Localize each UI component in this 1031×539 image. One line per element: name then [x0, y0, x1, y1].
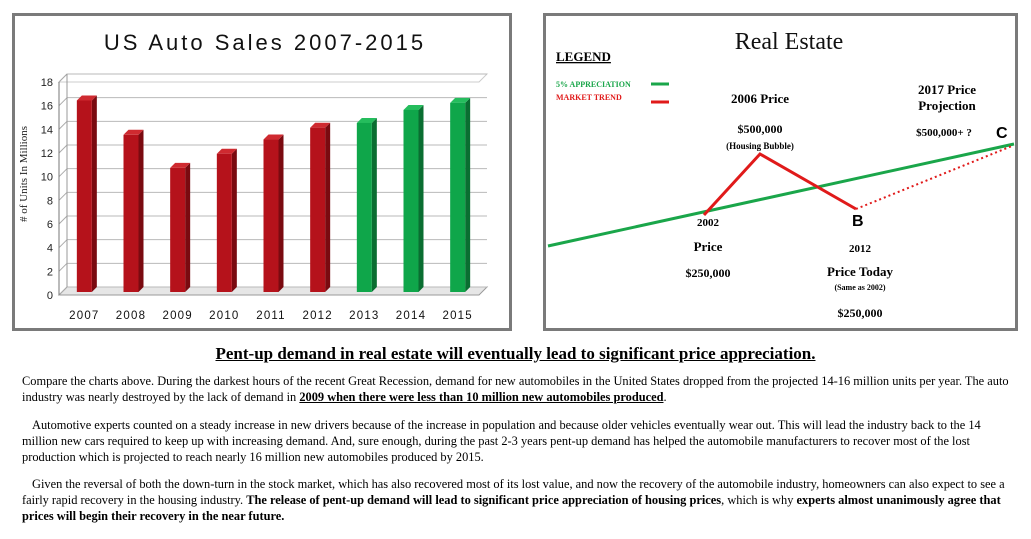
price-label-2002: Price [694, 239, 723, 254]
price-today-value: $250,000 [838, 306, 883, 320]
y-tick-label: 2 [47, 266, 53, 278]
x-tick-label-2015: 2015 [442, 310, 472, 322]
y-tick-label: 12 [41, 148, 53, 160]
real-estate-diagram: Real Estate LEGEND 5% APPRECIATION MARKE… [547, 29, 1015, 320]
x-tick-label-2012: 2012 [302, 310, 332, 322]
year-2002-label: 2002 [697, 217, 720, 229]
gridline-depth [58, 262, 68, 272]
paragraph-3-text: Given the reversal of both the down-turn… [22, 477, 1005, 507]
bar-2010 [216, 153, 232, 292]
legend-label-market-trend: MARKET TREND [556, 93, 622, 102]
price-2006-value: $500,000 [738, 122, 783, 136]
projection-value: $500,000+ ? [916, 127, 972, 139]
projected-trend-line [855, 145, 1013, 210]
paragraph-3-emphasis-2: experts almost unanimously agree that pr… [22, 493, 1001, 523]
auto-sales-chart-panel: US Auto Sales 2007-2015 # of Units In Mi… [12, 13, 512, 331]
gridline-depth [58, 168, 68, 178]
y-tick-label: 4 [47, 243, 53, 255]
bar-2014 [403, 109, 419, 292]
price-2006-label: 2006 Price [731, 91, 789, 106]
real-estate-panel: Real Estate LEGEND 5% APPRECIATION MARKE… [543, 13, 1018, 331]
y-tick-label: 18 [41, 77, 53, 89]
x-tick-label-2011: 2011 [256, 310, 286, 322]
plot-top-edge [57, 73, 489, 83]
y-tick-label: 0 [47, 290, 53, 302]
bar-top-2011 [263, 134, 284, 140]
bar-side-2009 [185, 162, 191, 292]
gridline-depth [58, 73, 68, 83]
paragraph-2: Automotive experts counted on a steady i… [22, 417, 1012, 465]
gridline-depth [58, 97, 68, 107]
paragraph-2-text: Automotive experts counted on a steady i… [22, 418, 981, 464]
bar-side-2015 [465, 97, 471, 292]
bar-top-2008 [123, 129, 144, 135]
bar-2013 [356, 122, 372, 292]
bar-2011 [263, 139, 279, 292]
bar-top-2015 [450, 97, 471, 103]
bar-side-2013 [371, 117, 377, 292]
bar-top-2012 [310, 122, 331, 128]
y-tick-label: 16 [41, 101, 53, 113]
point-c-label: C [996, 125, 1008, 142]
paragraph-1: Compare the charts above. During the dar… [22, 373, 1012, 405]
paragraph-1-text: Compare the charts above. During the dar… [22, 374, 1009, 404]
legend-title: LEGEND [556, 49, 611, 64]
paragraph-1-emphasis: 2009 when there were less than 10 millio… [299, 390, 664, 404]
paragraph-3: Given the reversal of both the down-turn… [22, 476, 1012, 524]
price-2002-value: $250,000 [686, 266, 731, 280]
headline: Pent-up demand in real estate will event… [215, 344, 816, 363]
bar-top-2009 [170, 162, 191, 168]
bar-side-2010 [231, 148, 237, 292]
paragraph-1-end: . [663, 390, 667, 404]
price-today-label: Price Today [827, 264, 894, 279]
legend-label-appreciation: 5% APPRECIATION [556, 80, 631, 89]
x-tick-label-2009: 2009 [162, 310, 192, 322]
bar-top-2014 [403, 104, 424, 110]
bar-side-2011 [278, 134, 284, 292]
x-tick-label-2008: 2008 [116, 310, 146, 322]
gridline-depth [58, 215, 68, 225]
bar-side-2007 [91, 95, 97, 292]
gridline-depth [58, 144, 68, 154]
year-2012-label: 2012 [849, 243, 872, 255]
auto-chart-ylabel: # of Units In Millions [18, 126, 30, 222]
appreciation-line [547, 142, 1015, 248]
y-tick-label: 6 [47, 219, 53, 231]
bar-2008 [123, 134, 139, 292]
projection-label-line1: 2017 Price [918, 82, 976, 97]
price-today-note: (Same as 2002) [834, 283, 885, 292]
bar-2009 [170, 167, 186, 292]
x-tick-label-2007: 2007 [69, 310, 99, 322]
bar-top-2013 [356, 117, 377, 123]
bar-2015 [450, 102, 466, 292]
x-tick-label-2010: 2010 [209, 310, 239, 322]
real-estate-title: Real Estate [735, 29, 844, 55]
x-tick-label-2013: 2013 [349, 310, 379, 322]
point-b-label: B [852, 213, 864, 230]
y-tick-label: 8 [47, 195, 53, 207]
bar-top-2010 [216, 148, 237, 154]
bar-side-2012 [325, 122, 331, 292]
market-trend-line [702, 152, 857, 217]
auto-chart-title: US Auto Sales 2007-2015 [104, 30, 426, 55]
price-2006-note: (Housing Bubble) [726, 141, 794, 151]
paragraph-3-emphasis-1: The release of pent-up demand will lead … [246, 493, 722, 507]
gridline-depth [58, 286, 68, 296]
bar-2012 [310, 127, 326, 292]
gridline-depth [58, 120, 68, 130]
x-tick-label-2014: 2014 [396, 310, 426, 322]
gridline-depth [58, 191, 68, 201]
bar-top-2007 [76, 95, 97, 101]
bar-side-2014 [418, 104, 424, 292]
bar-2007 [76, 100, 92, 292]
paragraph-3-middle: , which is why [721, 493, 797, 507]
projection-label-line2: Projection [918, 98, 976, 113]
bar-side-2008 [138, 129, 144, 292]
auto-sales-chart: US Auto Sales 2007-2015 # of Units In Mi… [18, 30, 489, 322]
y-tick-label: 14 [41, 124, 53, 136]
y-tick-label: 10 [41, 172, 53, 184]
gridline-depth [58, 239, 68, 249]
